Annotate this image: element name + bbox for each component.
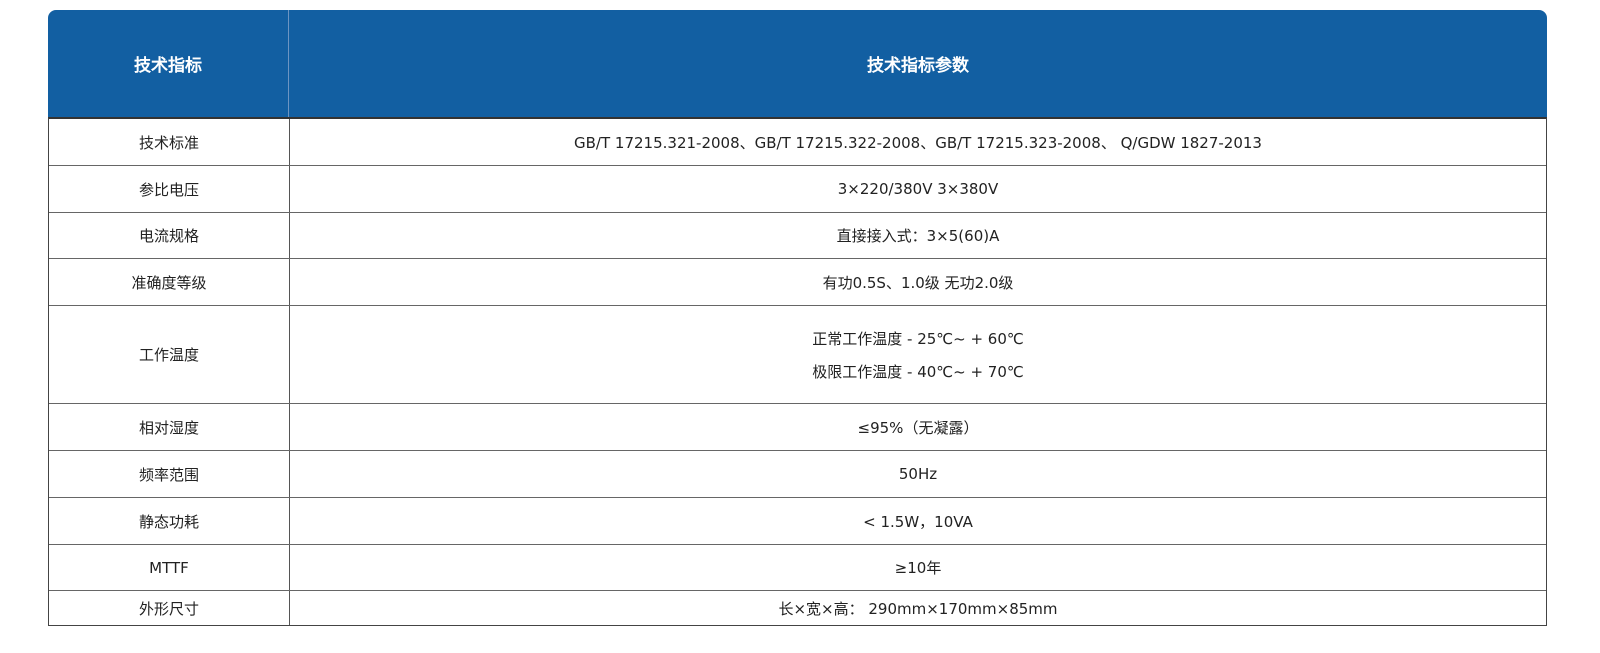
table-row: 参比电压 3×220/380V 3×380V	[49, 165, 1546, 212]
indicator-value: < 1.5W，10VA	[863, 512, 973, 531]
indicator-name: MTTF	[49, 545, 290, 590]
indicator-name: 准确度等级	[49, 259, 290, 305]
indicator-value-cell: ≤95%（无凝露）	[290, 404, 1546, 450]
table-row: 技术标准 GB/T 17215.321-2008、GB/T 17215.322-2…	[49, 119, 1546, 165]
indicator-value: 正常工作温度 - 25℃~ + 60℃	[812, 329, 1024, 348]
indicator-name: 电流规格	[49, 213, 290, 258]
indicator-value: 有功0.5S、1.0级 无功2.0级	[822, 273, 1014, 292]
table-row: 外形尺寸 长×宽×高： 290mm×170mm×85mm	[49, 590, 1546, 625]
indicator-value-cell: 正常工作温度 - 25℃~ + 60℃ 极限工作温度 - 40℃~ + 70℃	[290, 306, 1546, 403]
indicator-value-cell: 3×220/380V 3×380V	[290, 166, 1546, 212]
indicator-value: 3×220/380V 3×380V	[837, 180, 999, 198]
indicator-value: ≥10年	[894, 559, 942, 577]
indicator-value: 50Hz	[898, 465, 938, 483]
indicator-value-cell: 50Hz	[290, 451, 1546, 497]
table-row: 电流规格 直接接入式：3×5(60)A	[49, 212, 1546, 258]
indicator-value-cell: 直接接入式：3×5(60)A	[290, 213, 1546, 258]
table-row: 频率范围 50Hz	[49, 450, 1546, 497]
table-row: 静态功耗 < 1.5W，10VA	[49, 497, 1546, 544]
indicator-name: 参比电压	[49, 166, 290, 212]
indicator-value-cell: < 1.5W，10VA	[290, 498, 1546, 544]
table-body: 技术标准 GB/T 17215.321-2008、GB/T 17215.322-2…	[48, 117, 1547, 626]
header-indicator: 技术指标	[48, 10, 289, 117]
header-parameters: 技术指标参数	[867, 56, 969, 76]
table-header: 技术指标 技术指标参数	[48, 10, 1547, 117]
table-row: MTTF ≥10年	[49, 544, 1546, 590]
table-row: 工作温度 正常工作温度 - 25℃~ + 60℃ 极限工作温度 - 40℃~ + 7…	[49, 305, 1546, 403]
indicator-value: ≤95%（无凝露）	[857, 418, 979, 437]
indicator-name: 频率范围	[49, 451, 290, 497]
indicator-name: 相对湿度	[49, 404, 290, 450]
indicator-value-cell: 有功0.5S、1.0级 无功2.0级	[290, 259, 1546, 305]
indicator-value: 长×宽×高： 290mm×170mm×85mm	[778, 599, 1058, 618]
indicator-name: 技术标准	[49, 119, 290, 165]
indicator-value-cell: GB/T 17215.321-2008、GB/T 17215.322-2008、…	[290, 119, 1546, 165]
spec-table: 技术指标 技术指标参数 技术标准 GB/T 17215.321-2008、GB/T…	[48, 10, 1547, 626]
indicator-value: 直接接入式：3×5(60)A	[836, 227, 1000, 245]
indicator-value: 极限工作温度 - 40℃~ + 70℃	[812, 362, 1024, 381]
indicator-name: 静态功耗	[49, 498, 290, 544]
table-row: 相对湿度 ≤95%（无凝露）	[49, 403, 1546, 450]
indicator-value-cell: ≥10年	[290, 545, 1546, 590]
indicator-value: GB/T 17215.321-2008、GB/T 17215.322-2008、…	[574, 133, 1262, 152]
table-row: 准确度等级 有功0.5S、1.0级 无功2.0级	[49, 258, 1546, 305]
indicator-name: 外形尺寸	[49, 591, 290, 625]
indicator-name: 工作温度	[49, 306, 290, 403]
indicator-value-cell: 长×宽×高： 290mm×170mm×85mm	[290, 591, 1546, 625]
